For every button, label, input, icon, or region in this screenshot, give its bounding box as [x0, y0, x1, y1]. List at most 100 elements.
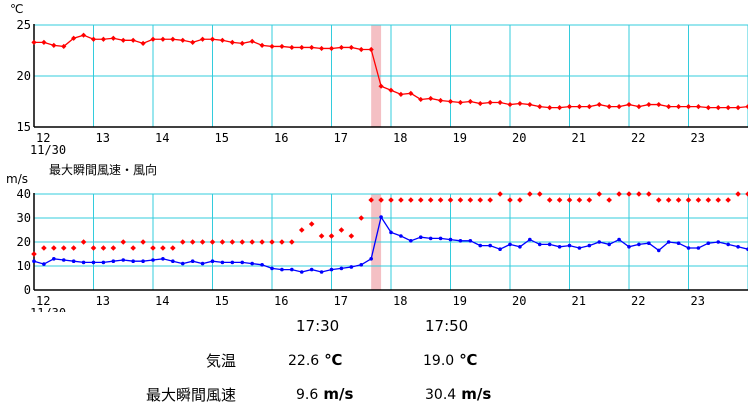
temp-series-0-point	[705, 105, 711, 111]
wind-series-1-point	[626, 191, 632, 197]
wind-y-axis-label: m/s	[6, 172, 28, 186]
wind-x-tick-label: 17	[334, 294, 348, 308]
temp-series-0-point	[309, 44, 315, 51]
wind-series-0-point	[71, 259, 76, 264]
wind-series-0-point	[81, 260, 86, 265]
wind-chart: 0102030401213141516171819202122232411/30	[17, 187, 748, 312]
temp-series-0-point	[190, 39, 196, 45]
temp-series-0-point	[566, 104, 573, 110]
wind-series-1-point	[546, 197, 553, 203]
temp-x-tick-label: 20	[512, 131, 526, 145]
wind-y-tick-label: 30	[17, 211, 31, 225]
temp-series-0-point	[576, 104, 583, 110]
temp-series-0-point	[318, 45, 325, 52]
wind-series-0-point	[349, 265, 354, 269]
wind-series-1-point	[199, 239, 206, 245]
wind-series-1-point	[31, 251, 37, 257]
temp-y-tick-label: 25	[17, 18, 31, 32]
wind-series-0-point	[706, 241, 711, 245]
wind-series-1-point	[517, 197, 523, 203]
temp-series-0-point	[735, 105, 741, 111]
temp-series-0-point	[160, 36, 166, 42]
temp-series-0-point	[90, 36, 97, 42]
summary-temp-v2-unit: ℃	[459, 351, 478, 369]
wind-series-0-point	[290, 267, 294, 272]
temp-x-tick-label: 17	[334, 131, 348, 145]
wind-y-tick-label: 20	[17, 235, 31, 249]
temp-series-0-point	[457, 99, 464, 106]
temp-series-0-point	[71, 35, 77, 41]
temp-series-0-point	[51, 42, 57, 48]
summary-row-wind-v1: 9.6 m/s	[296, 384, 353, 403]
summary-row-temp-v2: 19.0 ℃	[423, 350, 477, 369]
wind-series-0-point	[637, 242, 641, 247]
temp-series-0-point	[626, 101, 632, 108]
wind-series-0-point	[498, 247, 502, 251]
temp-x-tick-label: 19	[453, 131, 467, 145]
wind-series-0-point	[309, 267, 314, 272]
temp-series-0-point	[596, 101, 602, 108]
wind-series-1-point	[348, 233, 355, 239]
wind-y-tick-label: 0	[24, 283, 31, 297]
wind-series-0-point	[369, 257, 373, 261]
wind-series-1-point	[229, 239, 236, 245]
summary-row-wind-v2: 30.4 m/s	[425, 384, 491, 403]
wind-series-0-point	[32, 259, 36, 264]
temp-series-0-point	[398, 91, 404, 97]
temp-series-0-point	[199, 36, 206, 42]
temp-series-0-point	[100, 36, 107, 42]
wind-series-0-point	[141, 259, 145, 264]
wind-series-0-point	[557, 245, 562, 249]
wind-series-0-point	[399, 234, 403, 238]
wind-series-1-point	[606, 197, 612, 203]
wind-series-0-point	[547, 242, 552, 247]
wind-x-tick-label: 22	[631, 294, 645, 308]
wind-series-0-point	[299, 270, 304, 274]
wind-series-0-point	[161, 257, 165, 261]
wind-series-1-point	[60, 245, 67, 251]
wind-series-1-point	[170, 245, 176, 251]
wind-series-0-point	[111, 259, 116, 264]
wind-series-1-point	[477, 197, 484, 203]
wind-series-1-point	[665, 197, 672, 203]
wind-x-tick-label: 14	[155, 294, 169, 308]
summary-temp-v1-unit: ℃	[324, 351, 343, 369]
temp-series-0-point	[289, 44, 295, 51]
wind-series-0-point	[577, 246, 582, 250]
wind-y-tick-label: 10	[17, 259, 31, 273]
temp-series-0-point	[715, 105, 721, 111]
wind-series-1-point	[507, 197, 513, 203]
wind-series-0-point	[468, 239, 473, 243]
temp-series-0-point	[408, 90, 414, 96]
summary-time-2: 17:50	[425, 317, 469, 335]
wind-series-0-point	[359, 263, 364, 267]
wind-series-0-point	[200, 261, 205, 266]
wind-series-1-point	[100, 245, 107, 251]
temp-x-tick-label: 16	[274, 131, 288, 145]
temp-series-0-point	[428, 95, 434, 102]
temp-series-0-point	[299, 44, 305, 51]
wind-series-0-point	[180, 261, 185, 266]
temp-series-0-point	[418, 96, 424, 103]
wind-series-1-point	[447, 197, 454, 203]
wind-series-1-point	[725, 197, 731, 203]
temp-series-0-point	[259, 42, 265, 48]
temp-x-date-label: 11/30	[30, 143, 66, 157]
wind-series-0-point	[190, 259, 195, 264]
temp-x-tick-label: 14	[155, 131, 169, 145]
wind-series-0-point	[61, 258, 66, 262]
wind-series-0-point	[42, 262, 46, 266]
summary-wind-v1-unit: m/s	[323, 385, 354, 403]
wind-series-0-point	[656, 248, 661, 253]
wind-series-1-point	[279, 239, 285, 245]
temperature-chart: 1520251213141516171819202122232411/30	[17, 18, 748, 157]
temp-series-0-point	[328, 45, 335, 52]
wind-series-1-point	[685, 197, 692, 203]
wind-series-1-point	[209, 239, 216, 245]
wind-x-tick-label: 19	[453, 294, 467, 308]
wind-series-1-point	[80, 239, 87, 245]
wind-series-1-point	[358, 215, 365, 221]
temp-series-0-point	[61, 43, 67, 50]
wind-series-0-point	[438, 236, 443, 241]
temp-x-tick-label: 23	[691, 131, 705, 145]
